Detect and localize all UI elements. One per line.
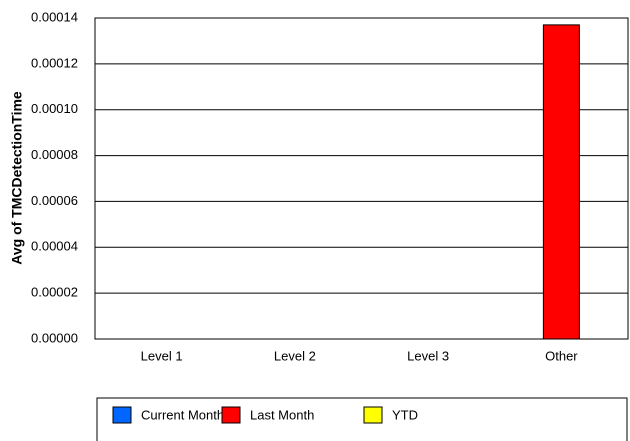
legend-swatch bbox=[363, 406, 383, 424]
y-axis-label: Avg of TMCDetectionTime bbox=[9, 91, 25, 265]
x-tick-label: Other bbox=[545, 348, 578, 363]
legend-box bbox=[96, 397, 628, 441]
y-tick-label: 0.00008 bbox=[31, 147, 78, 162]
y-tick-label: 0.00000 bbox=[31, 330, 78, 345]
legend-label: Last Month bbox=[250, 407, 314, 422]
plot-frame bbox=[94, 17, 629, 340]
legend-swatch bbox=[112, 406, 132, 424]
y-tick-label: 0.00002 bbox=[31, 285, 78, 300]
x-tick-label: Level 1 bbox=[141, 348, 183, 363]
legend-label: Current Month bbox=[141, 407, 224, 422]
x-tick-label: Level 3 bbox=[407, 348, 449, 363]
y-tick-label: 0.00012 bbox=[31, 55, 78, 70]
y-tick-label: 0.00014 bbox=[31, 9, 78, 24]
legend-swatch bbox=[221, 406, 241, 424]
y-tick-label: 0.00006 bbox=[31, 193, 78, 208]
bar bbox=[542, 24, 580, 340]
x-tick-label: Level 2 bbox=[274, 348, 316, 363]
y-tick-label: 0.00004 bbox=[31, 239, 78, 254]
legend-label: YTD bbox=[392, 407, 418, 422]
y-tick-label: 0.00010 bbox=[31, 101, 78, 116]
